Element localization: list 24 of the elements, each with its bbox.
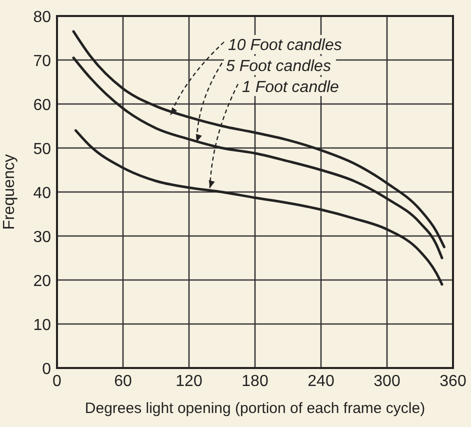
y-tick-label: 60 xyxy=(33,97,52,114)
x-axis-title: Degrees light opening (portion of each frame cycle) xyxy=(84,400,426,417)
y-tick-label: 20 xyxy=(33,273,52,290)
y-tick-label: 10 xyxy=(33,317,52,334)
annotation: 1 Foot candle xyxy=(242,79,340,96)
x-tick-label: 180 xyxy=(242,373,268,390)
line-series xyxy=(72,30,446,248)
annotation: 5 Foot candles xyxy=(226,58,331,75)
x-tick-label: 360 xyxy=(440,373,466,390)
x-tick-label: 60 xyxy=(114,373,132,390)
x-tick-label: 240 xyxy=(308,373,334,390)
y-tick-label: 50 xyxy=(33,141,52,158)
line-series xyxy=(72,56,444,260)
y-axis-title: Frequency xyxy=(1,154,18,230)
x-tick-label: 0 xyxy=(52,373,62,390)
line-series xyxy=(74,129,444,286)
x-tick-label: 300 xyxy=(374,373,400,390)
y-tick-label: 70 xyxy=(33,53,52,70)
y-tick-label: 40 xyxy=(33,185,52,202)
y-tick-label: 80 xyxy=(33,9,52,26)
x-tick-label: 120 xyxy=(176,373,202,390)
annotation: 10 Foot candles xyxy=(228,37,342,54)
y-tick-label: 30 xyxy=(33,229,52,246)
y-tick-label: 0 xyxy=(42,361,52,378)
